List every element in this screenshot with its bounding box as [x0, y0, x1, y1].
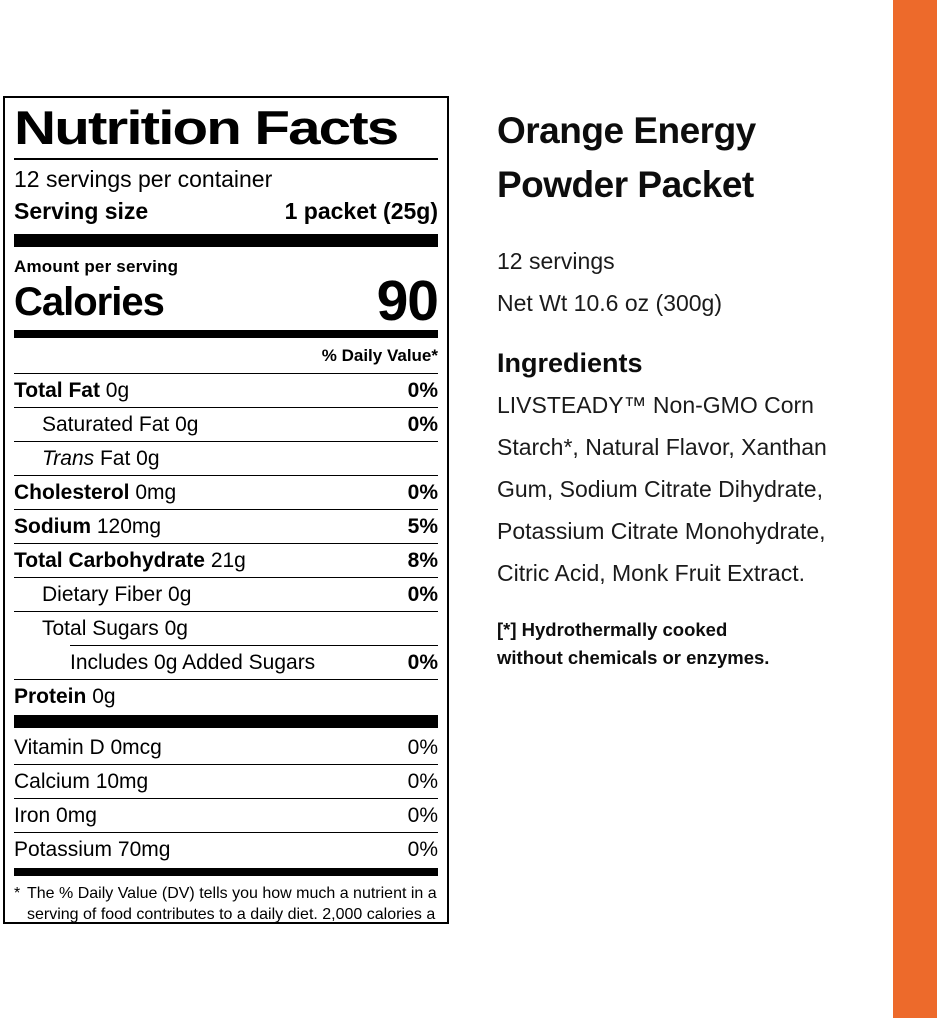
nutrient-amount: 0g	[92, 685, 116, 708]
vitamin-name: Iron	[14, 804, 51, 827]
nutrient-row-dietary-fiber: Dietary Fiber 0g 0%	[14, 578, 438, 612]
nutrient-name: Saturated Fat	[42, 413, 170, 436]
footnote-text: The % Daily Value (DV) tells you how muc…	[27, 885, 437, 923]
nutrient-dv: 0%	[407, 379, 438, 402]
nutrient-amount: 0g	[105, 379, 130, 402]
vitamin-dv: 0%	[407, 770, 438, 793]
nutrient-row-total-sugars: Total Sugars 0g	[14, 612, 438, 645]
thick-divider-bar	[14, 234, 438, 247]
nutrient-row-protein: Protein 0g	[14, 680, 438, 713]
nutrient-amount: 0mg	[135, 481, 177, 504]
nutrient-row-trans-fat: Trans Fat 0g	[14, 442, 438, 476]
nutrient-name-italic: Trans	[42, 447, 95, 470]
nutrient-name: Includes 0g Added Sugars	[70, 651, 316, 674]
thick-divider-bar	[14, 715, 438, 728]
nutrient-row-total-fat: Total Fat 0g 0%	[14, 374, 438, 408]
vitamin-row-potassium: Potassium 70mg 0%	[14, 833, 438, 866]
nutrient-dv: 0%	[407, 413, 438, 436]
nutrient-name: Sodium	[14, 515, 91, 538]
nutrient-dv: 0%	[407, 481, 438, 504]
product-title: Orange Energy Powder Packet	[497, 104, 857, 212]
nutrient-dv: 0%	[407, 583, 438, 606]
ingredients-text: LIVSTEADY™ Non-GMO Corn Starch*, Natural…	[497, 392, 827, 586]
product-servings: 12 servings	[497, 248, 615, 274]
daily-value-footnote: * The % Daily Value (DV) tells you how m…	[14, 883, 438, 923]
process-note-line1: [*] Hydrothermally cooked	[497, 619, 728, 640]
medium-divider-bar	[14, 868, 438, 876]
indented-divider	[70, 645, 438, 646]
orange-accent-stripe	[893, 0, 937, 1018]
medium-divider-bar	[14, 330, 438, 338]
ingredients-heading: Ingredients	[497, 348, 643, 378]
nutrition-facts-panel: Nutrition Facts 12 servings per containe…	[3, 96, 449, 924]
nutrient-name: Total Carbohydrate	[14, 549, 205, 572]
nutrient-dv: 0%	[407, 651, 438, 674]
vitamin-amount: 0mcg	[110, 736, 162, 759]
nutrient-row-sodium: Sodium 120mg 5%	[14, 510, 438, 544]
nutrient-amount: 120mg	[96, 515, 162, 538]
process-note-line2: without chemicals or enzymes.	[497, 647, 770, 668]
vitamin-amount: 0mg	[56, 804, 97, 827]
nutrient-amount: 0g	[136, 447, 160, 470]
servings-per-container: 12 servings per container	[14, 166, 273, 192]
title-divider	[14, 158, 438, 160]
daily-value-header: % Daily Value*	[14, 338, 438, 374]
calories-label: Calories	[14, 280, 165, 324]
nutrient-name: Fat	[99, 447, 131, 470]
nutrient-name: Total Sugars	[42, 617, 159, 640]
nutrient-amount: 21g	[210, 549, 246, 572]
product-net-weight: Net Wt 10.6 oz (300g)	[497, 290, 722, 316]
nutrient-name: Total Fat	[14, 379, 100, 402]
nutrient-dv: 8%	[407, 549, 438, 572]
nutrient-row-cholesterol: Cholesterol 0mg 0%	[14, 476, 438, 510]
serving-size-value: 1 packet (25g)	[284, 198, 438, 224]
vitamin-dv: 0%	[407, 804, 438, 827]
vitamin-name: Calcium	[14, 770, 90, 793]
vitamin-dv: 0%	[407, 736, 438, 759]
vitamin-row-vitamin-d: Vitamin D 0mcg 0%	[14, 728, 438, 765]
vitamin-amount: 70mg	[117, 838, 171, 861]
nutrient-amount: 0g	[175, 413, 199, 436]
nutrient-dv: 5%	[407, 515, 438, 538]
nutrition-facts-title: Nutrition Facts	[14, 101, 399, 154]
nutrient-name: Cholesterol	[14, 481, 130, 504]
footnote-asterisk: *	[14, 885, 21, 902]
product-title-line2: Powder Packet	[497, 164, 754, 205]
vitamin-dv: 0%	[407, 838, 438, 861]
vitamin-row-iron: Iron 0mg 0%	[14, 799, 438, 833]
nutrient-row-saturated-fat: Saturated Fat 0g 0%	[14, 408, 438, 442]
serving-size-row: Serving size 1 packet (25g)	[14, 196, 438, 226]
vitamin-name: Vitamin D	[14, 736, 105, 759]
nutrient-row-total-carbohydrate: Total Carbohydrate 21g 8%	[14, 544, 438, 578]
process-note: [*] Hydrothermally cooked without chemic…	[497, 616, 817, 672]
nutrient-amount: 0g	[168, 583, 192, 606]
vitamin-name: Potassium	[14, 838, 113, 861]
calories-row: Calories 90	[14, 269, 439, 333]
vitamin-amount: 10mg	[95, 770, 149, 793]
nutrient-name: Protein	[14, 685, 87, 708]
nutrient-row-added-sugars: Includes 0g Added Sugars 0%	[14, 646, 438, 680]
nutrient-amount: 0g	[164, 617, 188, 640]
product-info-panel: Orange Energy Powder Packet 12 servings …	[497, 104, 857, 672]
product-title-line1: Orange Energy	[497, 110, 756, 151]
amount-per-serving-label: Amount per serving	[14, 257, 179, 276]
serving-size-label: Serving size	[14, 198, 149, 224]
product-meta: 12 servings Net Wt 10.6 oz (300g)	[497, 240, 857, 324]
calories-value: 90	[376, 269, 439, 333]
vitamin-row-calcium: Calcium 10mg 0%	[14, 765, 438, 799]
nutrient-name: Dietary Fiber	[42, 583, 163, 606]
